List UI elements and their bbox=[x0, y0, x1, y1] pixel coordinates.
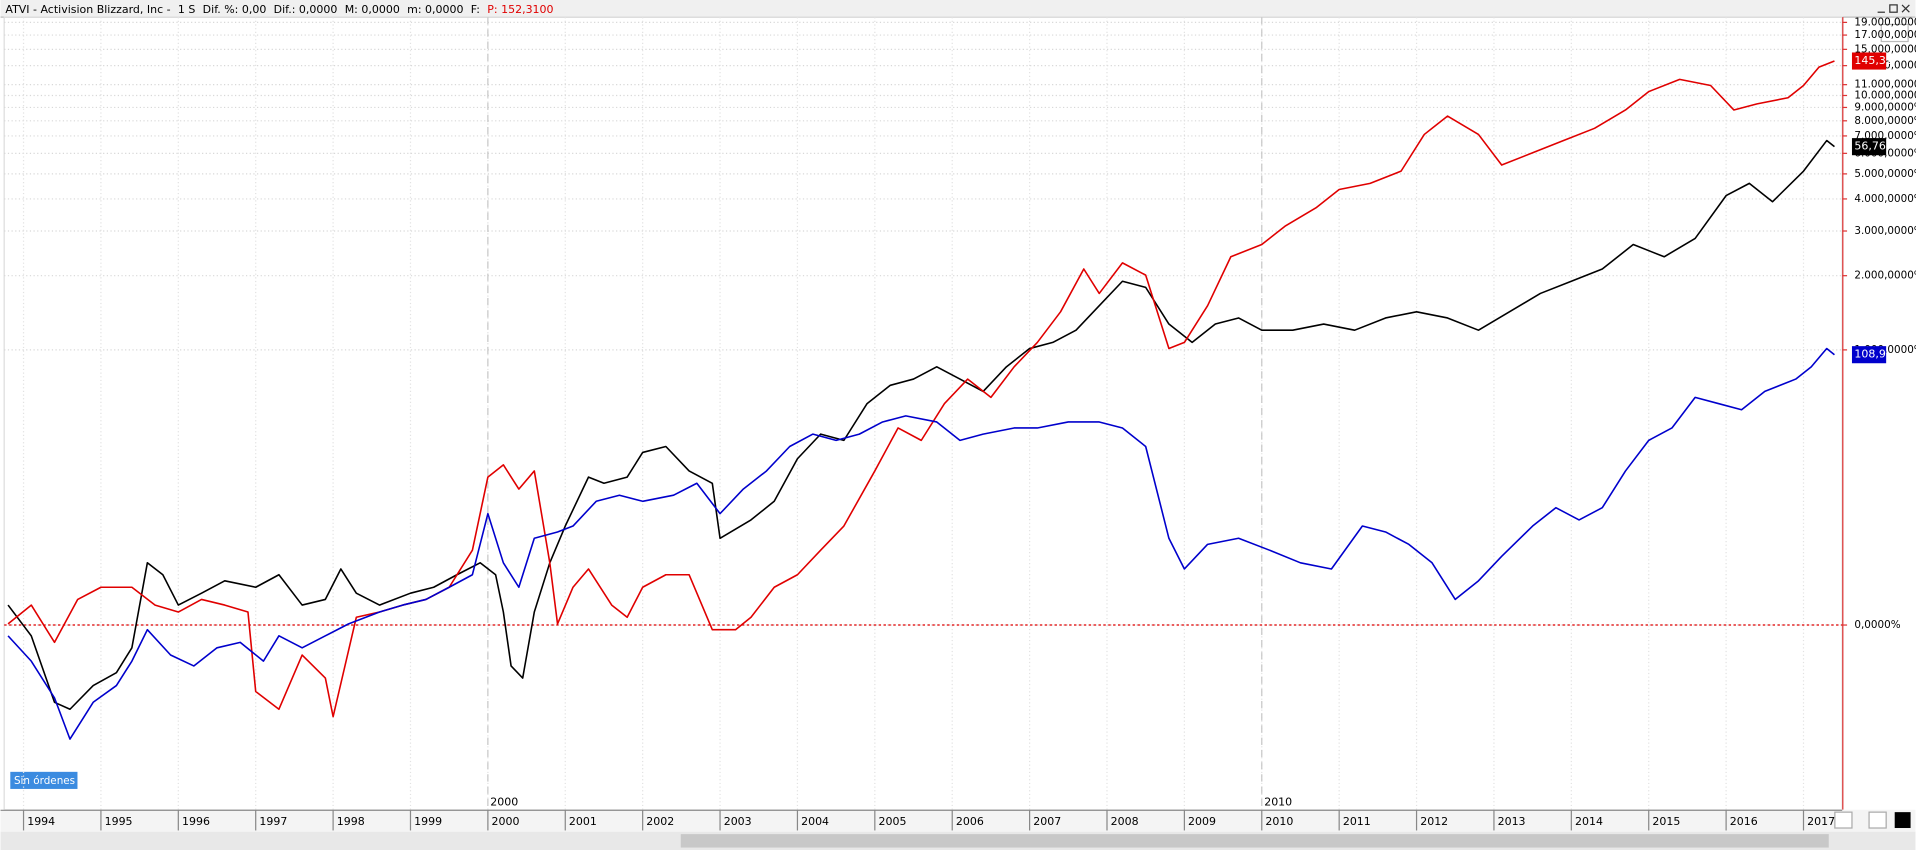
series-line bbox=[7, 139, 1835, 711]
x-tick-label: 2001 bbox=[569, 815, 597, 828]
maximize-button[interactable] bbox=[1889, 4, 1898, 13]
header-item: Dif.: 0,0000 bbox=[274, 3, 338, 16]
x-tick-label: 1996 bbox=[182, 815, 210, 828]
y-tick-label: 2.000,0000% bbox=[1854, 270, 1916, 282]
y-tick-label: 9.000,0000% bbox=[1854, 101, 1916, 113]
x-tick-label: 2004 bbox=[801, 815, 829, 828]
series-line bbox=[7, 60, 1835, 718]
y-tick-label: 17.000,0000% bbox=[1854, 29, 1916, 41]
y-tick-label: 8.000,0000% bbox=[1854, 115, 1916, 127]
x-tick-label: 2017 bbox=[1807, 815, 1835, 828]
scrollbar-thumb[interactable] bbox=[680, 834, 1829, 848]
header: ATVI - Activision Blizzard, Inc - 1 S Dif.… bbox=[5, 3, 553, 16]
price-tag bbox=[1851, 52, 1887, 70]
x-tick-label: 1998 bbox=[337, 815, 365, 828]
color-button[interactable] bbox=[1894, 812, 1911, 829]
orders-button[interactable] bbox=[10, 771, 78, 789]
y-tick-label: 5.000,0000% bbox=[1854, 168, 1916, 180]
header-item: P: 152,3100 bbox=[487, 3, 553, 16]
x-tick-label: 2013 bbox=[1498, 815, 1526, 828]
y-tick-label: 4.000,0000% bbox=[1854, 193, 1916, 205]
marker-label: 2010 bbox=[1264, 795, 1292, 808]
y-tick-label: 10.000,0000% bbox=[1854, 89, 1916, 101]
x-tick-label: 2007 bbox=[1033, 815, 1061, 828]
x-tick-label: 2005 bbox=[878, 815, 906, 828]
header-item: 1 S bbox=[178, 3, 195, 16]
price-tag-label: 145,32 bbox=[1854, 54, 1892, 67]
grid bbox=[4, 17, 1843, 810]
marker-label: 2000 bbox=[490, 795, 518, 808]
layout-button[interactable] bbox=[1868, 811, 1887, 829]
x-tick-label: 1999 bbox=[414, 815, 442, 828]
y-tick-label: 11.000,0000% bbox=[1854, 79, 1916, 91]
x-tick-label: 2015 bbox=[1652, 815, 1680, 828]
x-tick-label: 2014 bbox=[1575, 815, 1603, 828]
x-tick-label: 2002 bbox=[646, 815, 674, 828]
y-tick-label: 3.000,0000% bbox=[1854, 225, 1916, 237]
price-tag bbox=[1851, 346, 1887, 364]
series-line bbox=[7, 347, 1835, 740]
x-tick-label: 2009 bbox=[1188, 815, 1216, 828]
x-tick-label: 2010 bbox=[1265, 815, 1293, 828]
x-tick-label: 1994 bbox=[27, 815, 55, 828]
price-tag-label: 108,9 bbox=[1854, 348, 1885, 361]
close-button[interactable] bbox=[1901, 4, 1910, 13]
x-tick-label: 2016 bbox=[1730, 815, 1758, 828]
header-item: F: bbox=[471, 3, 480, 16]
header-item: ATVI - Activision Blizzard, Inc - bbox=[5, 3, 170, 16]
x-tick-label: 2008 bbox=[1111, 815, 1139, 828]
header-item: m: 0,0000 bbox=[407, 3, 463, 16]
x-tick-label: 1995 bbox=[105, 815, 133, 828]
x-tick-label: 2006 bbox=[956, 815, 984, 828]
x-tick-label: 1997 bbox=[259, 815, 287, 828]
header-item: Dif. %: 0,00 bbox=[203, 3, 267, 16]
x-tick-label: 2000 bbox=[492, 815, 520, 828]
zoom-button[interactable] bbox=[1834, 811, 1853, 829]
y-tick-label: 15.000,0000% bbox=[1854, 43, 1916, 55]
window-buttons bbox=[1877, 4, 1910, 13]
y-tick-label: 0,0000% bbox=[1854, 619, 1900, 631]
price-tag-label: 56,76 bbox=[1854, 140, 1885, 153]
price-tag bbox=[1851, 138, 1887, 156]
orders-status: Sin órdenes bbox=[14, 775, 75, 787]
header-item: M: 0,0000 bbox=[345, 3, 400, 16]
panel-button[interactable] bbox=[1880, 23, 1909, 43]
x-tick-label: 2003 bbox=[724, 815, 752, 828]
y-tick-label: 19.000,0000% bbox=[1854, 16, 1916, 28]
x-tick-label: 2011 bbox=[1343, 815, 1371, 828]
x-axis-bar bbox=[0, 809, 1916, 832]
x-tick-label: 2012 bbox=[1420, 815, 1448, 828]
header-bar bbox=[0, 0, 1916, 18]
